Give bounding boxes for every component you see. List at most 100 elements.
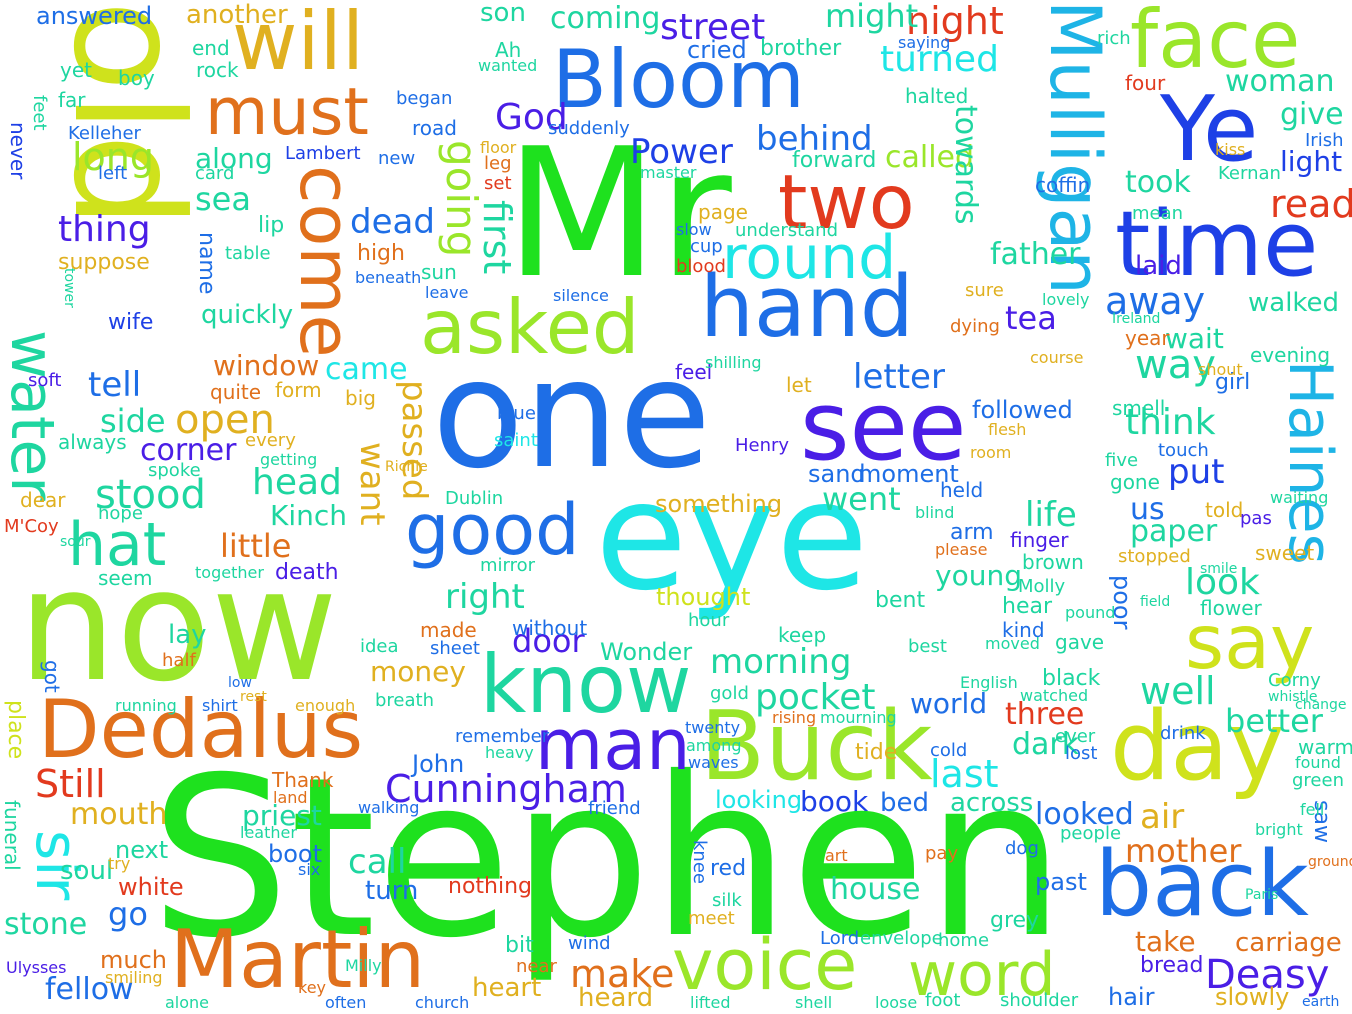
word-say: say — [1185, 598, 1315, 686]
word-waves: waves — [688, 753, 739, 772]
word-twenty: twenty — [685, 718, 741, 737]
word-finger: finger — [1010, 528, 1069, 552]
word-dying: dying — [950, 316, 1000, 337]
word-course: course — [1030, 348, 1084, 367]
word-call: call — [348, 842, 407, 882]
word-came: came — [325, 352, 408, 387]
word-red: red — [710, 856, 747, 881]
word-pocket: pocket — [755, 677, 876, 718]
word-mcoy: M'Coy — [4, 516, 59, 537]
word-dog: dog — [1005, 838, 1039, 859]
word-moved: moved — [985, 634, 1040, 653]
word-page: page — [698, 200, 748, 224]
word-fellow: fellow — [45, 972, 134, 1007]
word-turn: turn — [365, 876, 419, 906]
word-coming: coming — [550, 1, 661, 36]
word-word: word — [908, 940, 1056, 1010]
word-bright: bright — [1255, 820, 1303, 839]
word-told: told — [1205, 498, 1244, 522]
word-side: side — [100, 402, 166, 440]
word-low: low — [228, 675, 252, 691]
word-fell: fell — [1300, 800, 1325, 819]
word-must: must — [205, 75, 369, 150]
word-stephen: Stephen — [150, 730, 1066, 986]
word-suddenly: suddenly — [548, 118, 630, 139]
word-girl: girl — [1215, 370, 1251, 395]
word-soft: soft — [28, 370, 62, 391]
word-master: master — [640, 163, 697, 182]
word-four: four — [1125, 71, 1166, 95]
word-dedalus: Dedalus — [38, 683, 364, 776]
word-lost: lost — [1065, 743, 1098, 764]
word-brown: brown — [1022, 550, 1084, 574]
word-slowly: slowly — [1215, 983, 1290, 1011]
word-yet: yet — [60, 58, 92, 82]
word-field: field — [1140, 594, 1171, 610]
word-dead: dead — [350, 202, 435, 242]
word-remember: remember — [455, 726, 550, 747]
word-card: card — [195, 163, 235, 184]
word-quite: quite — [210, 380, 262, 404]
word-held: held — [940, 478, 984, 502]
word-kelleher: Kelleher — [68, 123, 141, 144]
word-heart: heart — [472, 973, 542, 1003]
word-mouth: mouth — [70, 797, 168, 832]
word-made: made — [420, 618, 477, 642]
word-father: father — [990, 237, 1081, 272]
word-silence: silence — [553, 286, 609, 305]
word-beneath: beneath — [355, 268, 422, 287]
word-molly: Molly — [1018, 576, 1066, 597]
word-warm: warm — [1298, 735, 1352, 759]
word-take: take — [1135, 925, 1196, 958]
word-keep: keep — [778, 623, 827, 647]
word-year: year — [1125, 326, 1170, 350]
word-good: good — [405, 489, 580, 571]
word-friend: friend — [588, 798, 641, 819]
word-little: little — [220, 527, 292, 565]
word-kernan: Kernan — [1218, 163, 1281, 184]
word-rising: rising — [772, 708, 817, 727]
word-name: name — [194, 232, 219, 295]
word-breath: breath — [375, 690, 435, 711]
word-first: first — [475, 200, 519, 275]
word-night: night — [906, 0, 1004, 43]
word-tide: tide — [855, 740, 898, 765]
word-ireland: Ireland — [1112, 311, 1161, 327]
word-green: green — [1292, 770, 1344, 791]
word-home: home — [938, 930, 990, 951]
word-haines: Haines — [1275, 360, 1345, 565]
word-road: road — [412, 116, 457, 140]
word-ye: Ye — [1160, 77, 1259, 182]
word-well: well — [1140, 669, 1216, 713]
word-heavy: heavy — [485, 743, 534, 762]
word-irish: Irish — [1305, 130, 1344, 151]
word-ulysses: Ulysses — [6, 958, 67, 977]
word-white: white — [118, 873, 184, 901]
word-go: go — [108, 895, 148, 933]
word-forward: forward — [792, 148, 877, 173]
word-pound: pound — [1065, 603, 1116, 622]
word-rock: rock — [196, 58, 239, 82]
word-one: one — [432, 328, 712, 502]
word-face: face — [1130, 0, 1301, 86]
word-saint: saint — [494, 430, 538, 451]
word-death: death — [275, 560, 339, 585]
word-together: together — [195, 563, 264, 582]
word-far: far — [58, 88, 86, 112]
word-money: money — [370, 655, 466, 688]
word-book: book — [800, 785, 869, 818]
word-wonder: Wonder — [600, 638, 693, 666]
word-priest: priest — [242, 799, 322, 832]
word-whistle: whistle — [1268, 689, 1318, 705]
word-boot: boot — [268, 840, 323, 868]
word-looked: looked — [1035, 797, 1134, 832]
word-will: will — [232, 0, 365, 88]
word-sheet: sheet — [430, 638, 480, 659]
word-touch: touch — [1158, 440, 1209, 461]
word-church: church — [415, 993, 470, 1012]
word-paper: paper — [1130, 514, 1218, 549]
word-shell: shell — [795, 993, 833, 1012]
word-drink: drink — [1160, 723, 1206, 744]
word-smile: smile — [1200, 561, 1238, 577]
